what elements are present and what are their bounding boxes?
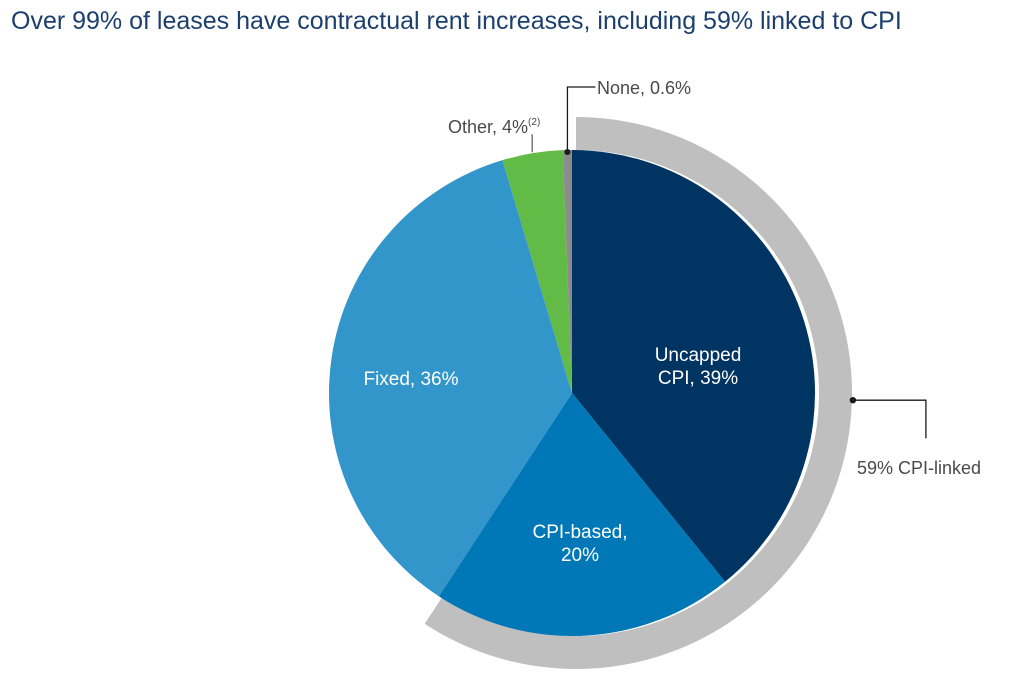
slice-label-fixed: Fixed, 36% [363, 369, 458, 390]
chart-title: Over 99% of leases have contractual rent… [11, 7, 902, 35]
slice-label-cpi-based: CPI-based, 20% [532, 522, 627, 566]
leader-line-layer [531, 86, 927, 439]
pie-slice-other [502, 150, 572, 393]
pie-slice-cpi-based [438, 393, 726, 636]
cpi-linked-label: 59% CPI-linked [857, 458, 981, 478]
slice-label-other: Other, 4%(2) [448, 117, 540, 137]
cpi-linked-bracket-layer [424, 117, 853, 669]
pie-slice-fixed [329, 160, 572, 597]
none-leader-dot [564, 149, 571, 156]
cpi-linked-bracket-arc [424, 117, 853, 669]
none-leader-line [566, 86, 596, 152]
pie-slice-uncapped [572, 150, 815, 582]
slice-layer [329, 150, 815, 636]
cpi-linked-leader-line [852, 399, 927, 439]
slice-label-none: None, 0.6% [597, 78, 691, 98]
label-layer: Uncapped CPI, 39% CPI-based, 20% Fixed, 36% O… [363, 78, 981, 566]
slice-label-uncapped: Uncapped CPI, 39% [655, 345, 742, 389]
pie-slice-none [562, 150, 572, 393]
